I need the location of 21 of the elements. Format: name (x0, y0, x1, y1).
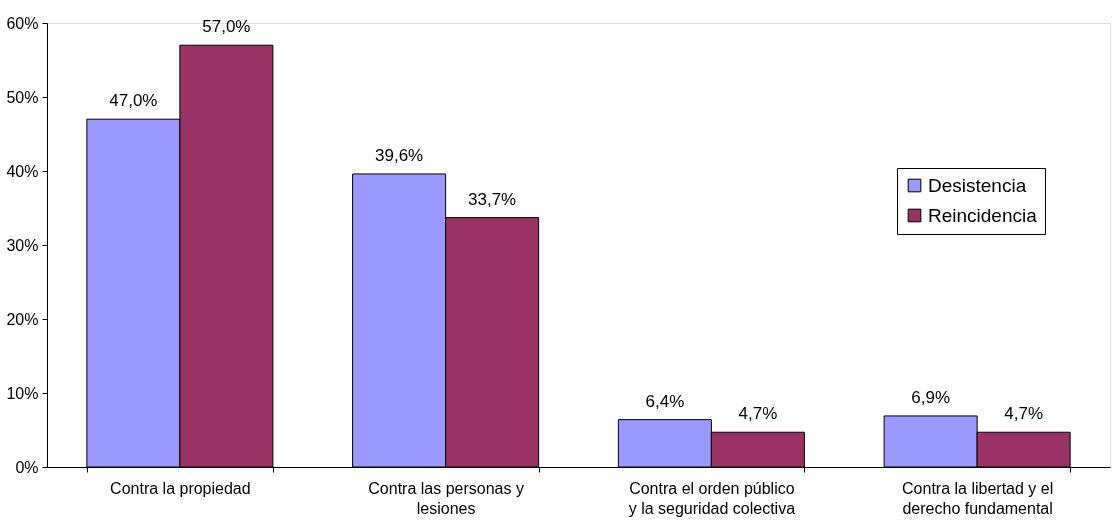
data-label: 4,7% (1004, 404, 1044, 424)
legend-label: Desistencia (928, 174, 1027, 196)
data-label: 33,7% (468, 189, 517, 209)
data-label: 57,0% (202, 17, 251, 37)
y-tick-label: 50% (6, 88, 39, 106)
data-label: 47,0% (109, 91, 158, 111)
x-tick-label: Contra las personas y lesiones (368, 479, 524, 517)
data-label: 6,4% (645, 391, 685, 411)
y-tick-label: 0% (15, 458, 39, 476)
x-tick-label: Contra la libertad y el derecho fundamental (902, 479, 1054, 517)
y-tick-label: 30% (6, 236, 39, 254)
x-tick-label: Contra la propiedad (110, 479, 251, 497)
data-label: 6,9% (911, 387, 950, 407)
y-tick-label: 40% (6, 162, 39, 180)
y-tick-label: 10% (6, 384, 39, 402)
x-tick-label: Contra el orden público y la seguridad colectiva (628, 479, 796, 517)
data-label: 4,7% (738, 404, 778, 424)
data-label: 39,6% (375, 145, 424, 165)
y-tick-label: 60% (6, 14, 39, 32)
legend-label: Reincidencia (928, 204, 1038, 226)
y-tick-label: 20% (6, 310, 39, 328)
